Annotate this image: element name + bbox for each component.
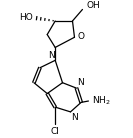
Text: NH$_2$: NH$_2$ (92, 95, 111, 107)
Text: HO: HO (20, 13, 33, 22)
Text: OH: OH (86, 1, 100, 10)
Text: N: N (71, 113, 78, 122)
Text: N: N (77, 78, 84, 87)
Text: Cl: Cl (51, 127, 60, 136)
Text: N: N (48, 51, 55, 60)
Text: O: O (78, 32, 85, 41)
